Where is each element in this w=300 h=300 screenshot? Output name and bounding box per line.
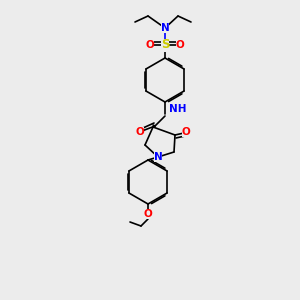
Text: N: N [154,152,162,162]
Text: S: S [161,38,169,52]
Text: NH: NH [169,104,187,114]
Text: O: O [146,40,154,50]
Text: O: O [182,127,190,137]
Text: O: O [136,127,144,137]
Text: N: N [160,23,169,33]
Text: O: O [144,209,152,219]
Text: O: O [176,40,184,50]
